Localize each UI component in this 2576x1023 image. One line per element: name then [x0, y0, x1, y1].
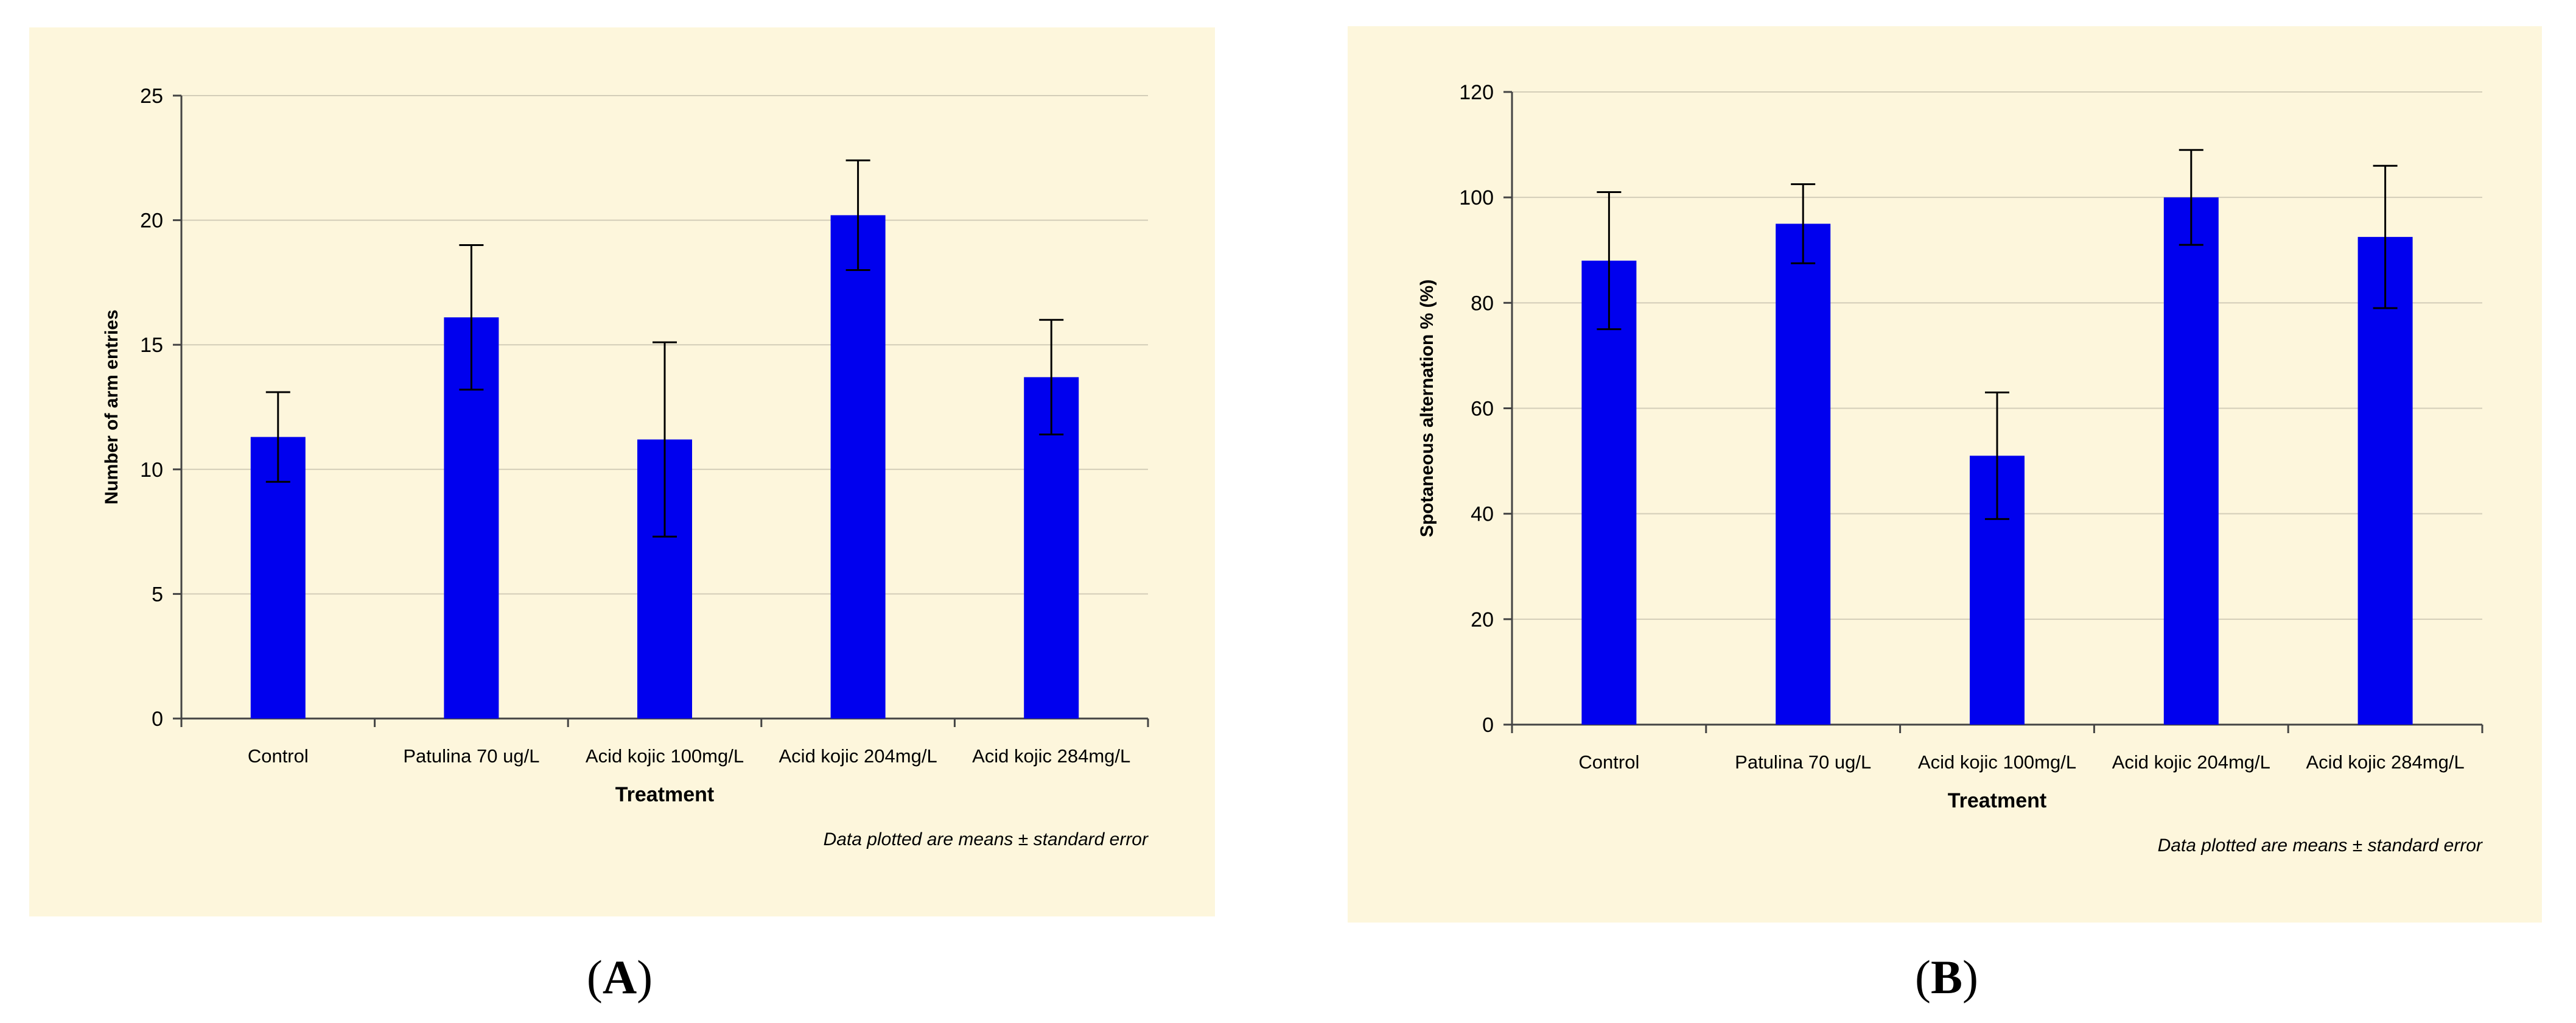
x-tick-label: Acid kojic 100mg/L	[1918, 751, 2076, 773]
y-tick-label: 0	[1482, 714, 1494, 737]
y-tick-label: 10	[140, 459, 163, 482]
panel-label-b: B	[1930, 951, 1963, 1004]
y-tick-label: 80	[1471, 292, 1494, 315]
y-tick-label: 5	[152, 583, 163, 606]
x-tick-label: Acid kojic 284mg/L	[2306, 751, 2465, 773]
y-tick-label: 120	[1459, 81, 1494, 104]
x-axis-title: Treatment	[615, 783, 715, 806]
bar	[1776, 223, 1831, 725]
chart-panel-a: 0 5 10 15 20 25 Control Patulina 70 ug/L Acid ko…	[29, 27, 1215, 916]
y-axis-title: Spotaneous alternation % (%)	[1417, 279, 1437, 537]
panel-caption-a: (A)	[586, 951, 653, 1004]
x-tick-label: Patulina 70 ug/L	[403, 745, 539, 767]
x-tick-label: Patulina 70 ug/L	[1735, 751, 1871, 773]
chart-footnote: Data plotted are means ± standard error	[2158, 835, 2483, 856]
panel-label-a: A	[602, 951, 637, 1004]
bar	[250, 437, 306, 719]
y-tick-label: 0	[152, 708, 163, 731]
panel-caption-b: (B)	[1915, 951, 1978, 1004]
x-tick-label: Acid kojic 204mg/L	[779, 745, 937, 767]
y-axis-title: Number of arm entries	[102, 309, 122, 504]
y-tick-label: 100	[1459, 186, 1494, 209]
chart-footnote: Data plotted are means ± standard error	[824, 829, 1149, 849]
y-tick-label: 15	[140, 334, 163, 357]
y-tick-label: 60	[1471, 398, 1494, 421]
arm-entries-chart: 0 5 10 15 20 25 Control Patulina 70 ug/L Acid ko…	[102, 85, 1149, 849]
spontaneous-alternation-chart: 0 20 40 60 80 100 120 Control Patulina 70 ug/L Ac…	[1417, 81, 2483, 856]
x-tick-label: Acid kojic 284mg/L	[972, 745, 1130, 767]
x-tick-label: Control	[248, 745, 309, 767]
x-axis-title: Treatment	[1948, 789, 2047, 812]
y-tick-label: 20	[140, 209, 163, 233]
x-tick-label: Control	[1578, 751, 1639, 773]
y-tick-label: 20	[1471, 608, 1494, 631]
y-tick-label: 25	[140, 85, 163, 108]
y-tick-label: 40	[1471, 503, 1494, 526]
bar	[1581, 261, 1637, 725]
bar	[2163, 197, 2219, 725]
bar	[830, 215, 886, 719]
x-tick-label: Acid kojic 100mg/L	[586, 745, 744, 767]
x-tick-label: Acid kojic 204mg/L	[2112, 751, 2270, 773]
bar	[2357, 237, 2413, 725]
chart-panel-b: 0 20 40 60 80 100 120 Control Patulina 70 ug/L Ac…	[1348, 26, 2542, 923]
